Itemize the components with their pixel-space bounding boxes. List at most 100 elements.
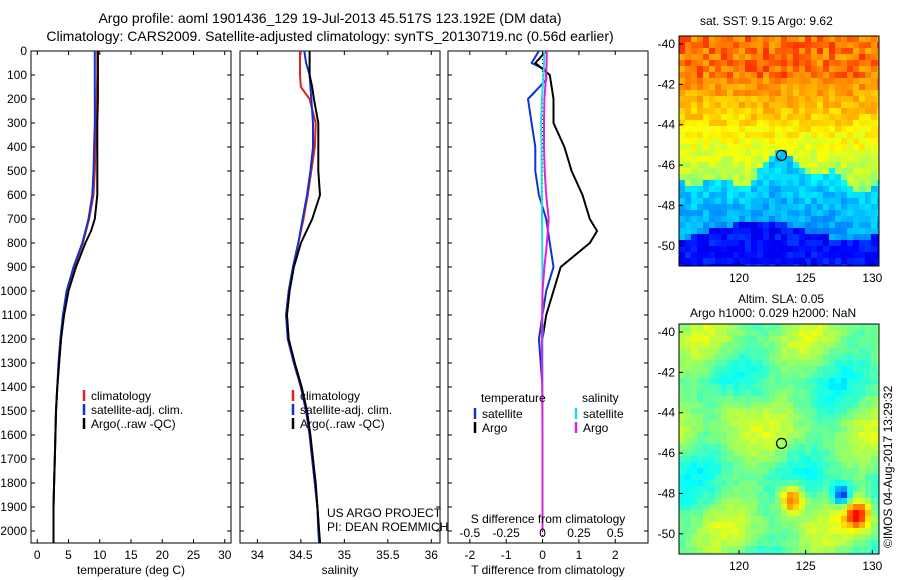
sla-map-cell xyxy=(853,354,859,360)
sla-map-cell xyxy=(847,516,853,522)
sst-map-cell xyxy=(787,150,793,156)
sla-map-cell xyxy=(865,534,871,540)
sst-map-cell xyxy=(691,246,697,252)
sst-map-cell xyxy=(733,72,739,78)
sst-map-cell xyxy=(841,162,847,168)
sla-map-cell xyxy=(829,456,835,462)
sla-map-cell xyxy=(847,408,853,414)
sla-map-cell xyxy=(709,390,715,396)
sst-map-cell xyxy=(787,234,793,240)
sla-map-cell xyxy=(685,444,691,450)
sla-map-cell xyxy=(745,504,751,510)
sla-map-cell xyxy=(691,444,697,450)
sst-map-cell xyxy=(775,96,781,102)
sla-map-cell xyxy=(679,528,685,534)
sla-map-cell xyxy=(757,444,763,450)
sla-map-cell xyxy=(727,456,733,462)
sla-map-cell xyxy=(697,396,703,402)
sla-map-cell xyxy=(745,402,751,408)
sla-map-cell xyxy=(877,384,879,390)
sla-map-cell xyxy=(799,450,805,456)
sla-map-cell xyxy=(721,336,727,342)
sla-map-cell xyxy=(757,360,763,366)
sst-map-cell xyxy=(775,216,781,222)
depth-tick-label: 600 xyxy=(7,188,27,202)
sla-map-cell xyxy=(853,324,859,330)
sst-map-cell xyxy=(793,54,799,60)
sst-map-cell xyxy=(817,222,823,228)
sla-map-cell xyxy=(835,468,841,474)
sst-map-cell xyxy=(841,240,847,246)
sst-map-cell xyxy=(775,102,781,108)
sst-map-cell xyxy=(763,162,769,168)
sla-map-cell xyxy=(685,420,691,426)
x-tick-label: 2 xyxy=(612,548,619,562)
sla-map-cell xyxy=(799,456,805,462)
sla-map-cell xyxy=(799,348,805,354)
sst-map-cell xyxy=(745,114,751,120)
sst-map-cell xyxy=(757,222,763,228)
sla-map-cell xyxy=(703,540,709,546)
sla-map-cell xyxy=(769,432,775,438)
legend-label-argo: Argo(..raw -QC) xyxy=(91,417,176,431)
sla-map-cell xyxy=(781,474,787,480)
sla-map-cell xyxy=(721,360,727,366)
sla-map-cell xyxy=(769,498,775,504)
sst-map-cell xyxy=(727,150,733,156)
sst-map-cell xyxy=(793,84,799,90)
sst-map-cell xyxy=(781,114,787,120)
sla-map-cell xyxy=(793,486,799,492)
sla-map-cell xyxy=(841,528,847,534)
sst-map-cell xyxy=(709,192,715,198)
sla-map-cell xyxy=(853,504,859,510)
sla-map-cell xyxy=(739,516,745,522)
sla-map-cell xyxy=(751,474,757,480)
sst-map-cell xyxy=(793,210,799,216)
sla-map-cell xyxy=(799,402,805,408)
sla-map-cell xyxy=(805,522,811,528)
sla-map-cell xyxy=(847,432,853,438)
sla-map-cell xyxy=(847,486,853,492)
sla-map-cell xyxy=(865,348,871,354)
sst-map-cell xyxy=(745,90,751,96)
sst-map-cell xyxy=(733,162,739,168)
sla-map-cell xyxy=(703,396,709,402)
sst-map-cell xyxy=(835,198,841,204)
sst-map-cell xyxy=(733,258,739,264)
sst-map-cell xyxy=(715,168,721,174)
sst-map-cell xyxy=(763,60,769,66)
sst-map-cell xyxy=(841,36,847,42)
sla-map-cell xyxy=(841,384,847,390)
sst-map-cell xyxy=(715,198,721,204)
sla-map-cell xyxy=(763,504,769,510)
sst-map-cell xyxy=(697,264,703,266)
legend-label-climatology: climatology xyxy=(91,389,151,403)
sla-map-cell xyxy=(721,540,727,546)
sla-map-cell xyxy=(745,342,751,348)
sst-map-cell xyxy=(877,198,879,204)
sla-map-cell xyxy=(703,348,709,354)
sla-map-cell xyxy=(709,330,715,336)
sla-map-cell xyxy=(781,372,787,378)
sla-map-cell xyxy=(757,432,763,438)
sst-map-cell xyxy=(745,156,751,162)
sla-map-cell xyxy=(805,462,811,468)
sst-map-cell xyxy=(805,132,811,138)
sla-map-cell xyxy=(721,324,727,330)
sst-map-cell xyxy=(841,252,847,258)
sst-map-cell xyxy=(679,96,685,102)
sla-map-cell xyxy=(757,492,763,498)
sla-map-cell xyxy=(805,372,811,378)
sla-map-cell xyxy=(775,384,781,390)
sla-map-cell xyxy=(715,390,721,396)
sla-map-cell xyxy=(733,492,739,498)
sla-map-cell xyxy=(781,534,787,540)
sst-map-cell xyxy=(727,90,733,96)
sla-map-cell xyxy=(769,408,775,414)
sla-map-cell xyxy=(865,408,871,414)
sla-map-cell xyxy=(715,510,721,516)
sst-map-cell xyxy=(697,156,703,162)
sla-map-cell xyxy=(745,456,751,462)
sst-map-cell xyxy=(685,192,691,198)
sla-map-cell xyxy=(751,354,757,360)
